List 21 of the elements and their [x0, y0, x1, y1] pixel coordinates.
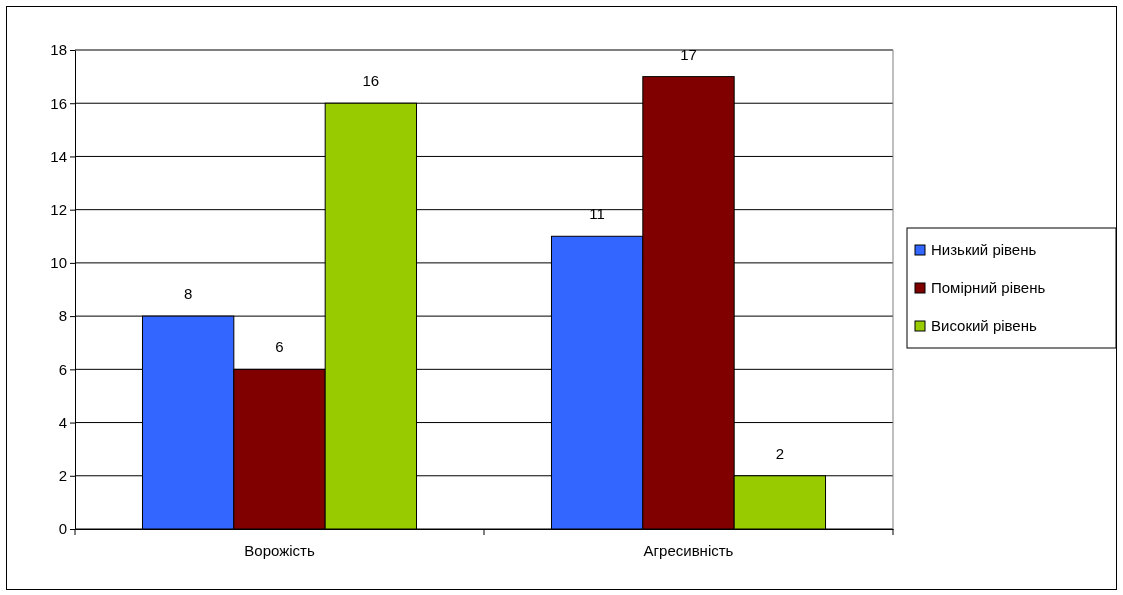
y-tick-label: 14	[50, 147, 67, 165]
data-label: 8	[183, 285, 193, 303]
y-tick-label: 0	[58, 520, 67, 538]
y-tick-label: 6	[58, 360, 67, 378]
data-label: 16	[362, 72, 380, 90]
legend-label: Високий рівень	[931, 317, 1037, 334]
y-tick-label: 16	[50, 94, 67, 112]
y-tick-label: 8	[58, 307, 67, 325]
x-tick-label: Агресивність	[643, 542, 734, 559]
legend-label: Помірний рівень	[931, 279, 1046, 296]
data-label: 17	[680, 45, 697, 63]
y-tick-label: 18	[50, 41, 67, 59]
data-label: 11	[589, 205, 605, 223]
y-tick-label: 2	[58, 467, 67, 485]
y-tick-label: 10	[50, 254, 67, 272]
data-label: 6	[275, 338, 284, 356]
x-tick-label: Ворожість	[244, 542, 315, 559]
y-tick-label: 12	[50, 200, 67, 218]
y-tick-label: 4	[58, 413, 67, 431]
data-label: 2	[775, 444, 785, 462]
legend-label: Низький рівень	[931, 241, 1037, 258]
